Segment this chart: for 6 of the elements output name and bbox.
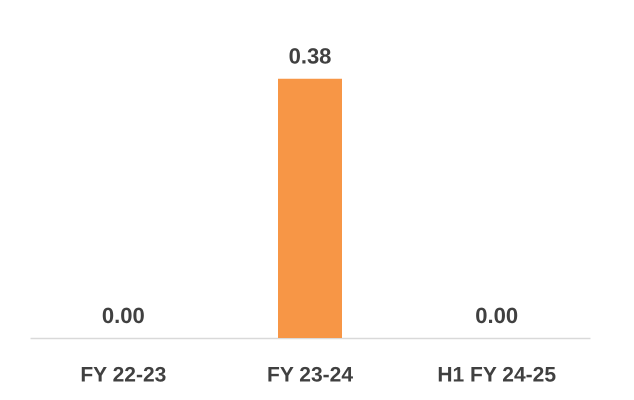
data-label: 0.38: [288, 44, 332, 69]
data-label: 0.00: [475, 303, 518, 328]
x-tick-label: FY 22-23: [80, 364, 166, 386]
x-tick-label: H1 FY 24-25: [437, 364, 556, 386]
data-label: 0.00: [102, 303, 145, 328]
x-tick-label: FY 23-24: [267, 364, 354, 386]
